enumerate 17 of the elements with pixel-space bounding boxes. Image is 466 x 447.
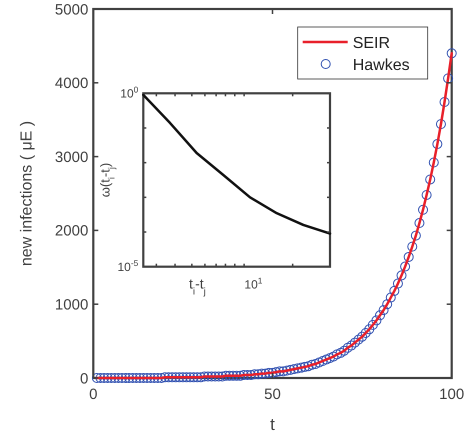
y-tick-label: 0 (80, 370, 88, 388)
legend-label: Hawkes (352, 57, 410, 74)
annotation: 10$^{1}$ (244, 276, 263, 292)
y-tick-label: 10$^{0}$ (120, 84, 139, 100)
y-tick-label: 10$^{-5}$ (117, 258, 139, 274)
x-axis-title: t (270, 415, 276, 434)
y-tick-label: 3000 (54, 148, 88, 166)
y-tick-label: 4000 (54, 75, 88, 92)
y-tick-label: 2000 (54, 222, 88, 240)
y-tick-label: 1000 (54, 296, 88, 314)
x-axis-title: t$_{i}$-t$_{j}$ (189, 276, 206, 298)
line-series (142, 94, 332, 235)
x-tick-label: 50 (264, 386, 281, 403)
y-axis-title: new infections ( μE ) (18, 120, 36, 266)
legend-label: SEIR (352, 35, 390, 52)
y-tick-label: 5000 (54, 1, 88, 18)
x-tick-label: 100 (439, 386, 464, 403)
